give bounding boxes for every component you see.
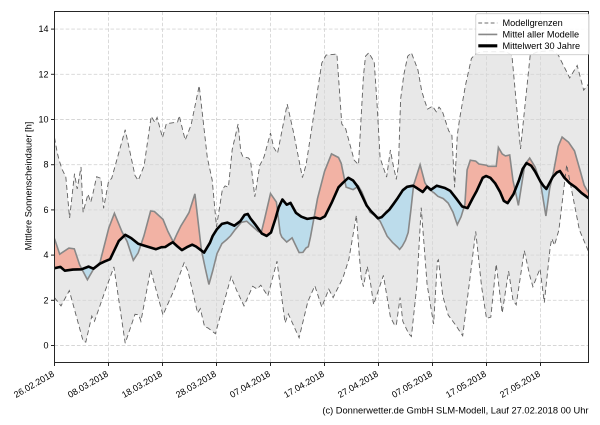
svg-text:2: 2 xyxy=(43,295,48,305)
svg-text:Mittelwert 30 Jahre: Mittelwert 30 Jahre xyxy=(503,41,581,51)
svg-text:8: 8 xyxy=(43,160,48,170)
svg-text:Mittlere Sonnenscheindauer [h]: Mittlere Sonnenscheindauer [h] xyxy=(24,122,34,251)
svg-text:(c) Donnerwetter.de GmbH SLM-M: (c) Donnerwetter.de GmbH SLM-Modell, Lau… xyxy=(322,406,588,416)
svg-text:14: 14 xyxy=(38,24,48,34)
svg-text:Modellgrenzen: Modellgrenzen xyxy=(503,18,563,28)
svg-text:4: 4 xyxy=(43,250,48,260)
svg-text:10: 10 xyxy=(38,115,48,125)
svg-text:Mittel aller Modelle: Mittel aller Modelle xyxy=(503,30,580,40)
svg-text:6: 6 xyxy=(43,205,48,215)
svg-text:12: 12 xyxy=(38,69,48,79)
svg-text:0: 0 xyxy=(43,341,48,351)
